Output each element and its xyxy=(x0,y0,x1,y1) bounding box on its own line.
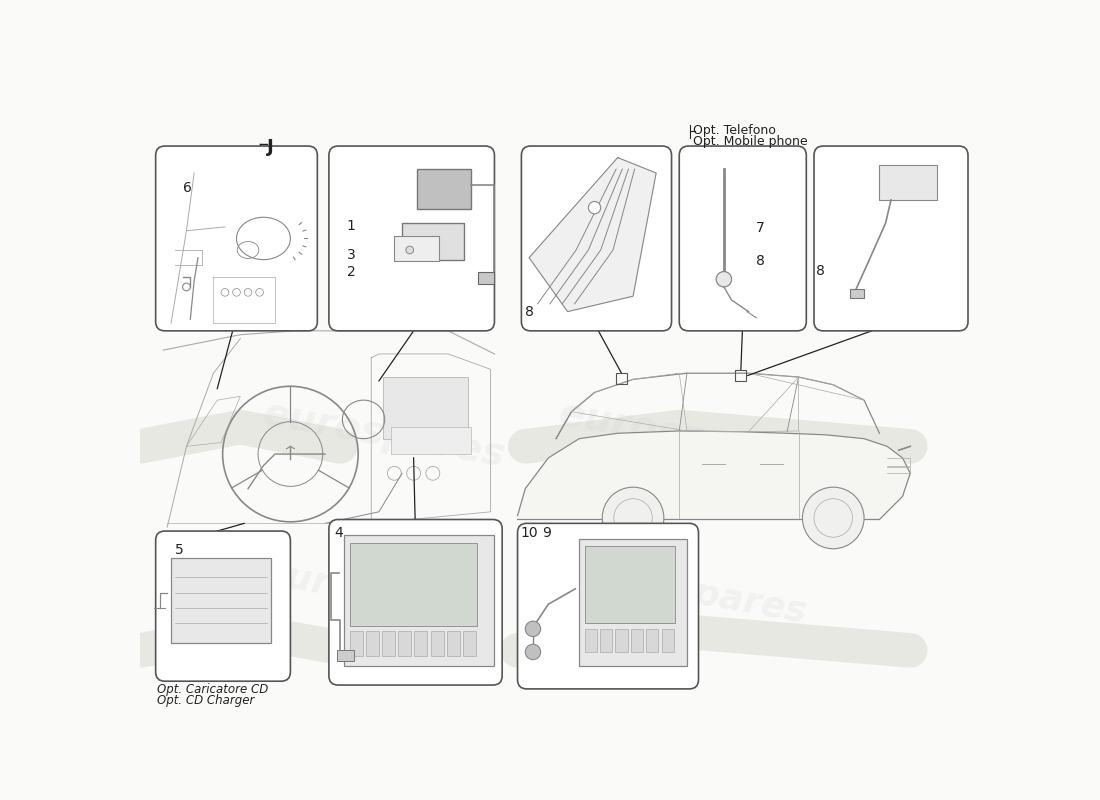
Bar xyxy=(661,629,674,652)
Bar xyxy=(430,631,443,656)
Bar xyxy=(463,631,476,656)
FancyBboxPatch shape xyxy=(329,519,502,685)
Text: Opt. Mobile phone: Opt. Mobile phone xyxy=(693,134,807,147)
Circle shape xyxy=(183,283,190,291)
Bar xyxy=(584,629,597,652)
FancyBboxPatch shape xyxy=(517,523,698,689)
FancyBboxPatch shape xyxy=(521,146,671,331)
FancyBboxPatch shape xyxy=(680,146,806,331)
Text: eurospares: eurospares xyxy=(556,394,805,475)
Bar xyxy=(850,289,865,298)
Bar xyxy=(736,370,746,381)
Bar xyxy=(390,427,472,454)
Text: 3: 3 xyxy=(346,249,355,262)
Bar xyxy=(477,271,495,284)
Polygon shape xyxy=(529,158,656,312)
Circle shape xyxy=(803,487,865,549)
Bar xyxy=(415,631,428,656)
Text: eurospares: eurospares xyxy=(260,394,508,475)
Text: 2: 2 xyxy=(346,266,355,279)
Bar xyxy=(344,535,495,666)
Bar xyxy=(447,631,460,656)
Polygon shape xyxy=(517,431,911,519)
Circle shape xyxy=(588,202,601,214)
Text: Opt. Caricatore CD: Opt. Caricatore CD xyxy=(157,682,268,696)
Circle shape xyxy=(603,487,663,549)
Text: eurospares: eurospares xyxy=(260,556,491,630)
Bar xyxy=(584,546,675,623)
Bar xyxy=(337,650,353,661)
Bar xyxy=(630,629,644,652)
Text: 4: 4 xyxy=(334,526,343,540)
Text: 8: 8 xyxy=(816,264,825,278)
Text: 8: 8 xyxy=(757,254,766,268)
Bar xyxy=(350,542,476,626)
Text: 8: 8 xyxy=(526,306,535,319)
Bar xyxy=(382,631,395,656)
Bar xyxy=(350,631,363,656)
FancyBboxPatch shape xyxy=(156,146,318,331)
FancyBboxPatch shape xyxy=(814,146,968,331)
Text: Opt. Telefono: Opt. Telefono xyxy=(693,124,776,137)
Bar xyxy=(880,166,937,200)
Text: 6: 6 xyxy=(183,181,191,194)
Bar xyxy=(395,236,439,261)
Bar xyxy=(366,631,378,656)
Bar xyxy=(383,377,468,438)
Text: 1: 1 xyxy=(346,219,355,234)
Bar xyxy=(580,538,686,666)
Bar xyxy=(616,373,627,384)
Bar xyxy=(615,629,628,652)
Bar xyxy=(172,558,272,642)
Text: 5: 5 xyxy=(175,542,184,557)
Text: 10: 10 xyxy=(520,526,538,540)
Circle shape xyxy=(526,621,541,637)
FancyBboxPatch shape xyxy=(156,531,290,682)
Circle shape xyxy=(716,271,732,287)
Circle shape xyxy=(526,644,541,660)
Text: Opt. CD Charger: Opt. CD Charger xyxy=(157,694,254,706)
Bar xyxy=(398,631,411,656)
Bar xyxy=(403,223,464,260)
Text: J: J xyxy=(267,138,274,156)
Circle shape xyxy=(406,246,414,254)
Bar xyxy=(418,169,471,209)
Bar xyxy=(600,629,613,652)
Text: 7: 7 xyxy=(757,221,764,234)
FancyBboxPatch shape xyxy=(329,146,495,331)
Bar xyxy=(646,629,659,652)
Text: 9: 9 xyxy=(542,526,551,540)
Text: eurospares: eurospares xyxy=(580,556,811,630)
